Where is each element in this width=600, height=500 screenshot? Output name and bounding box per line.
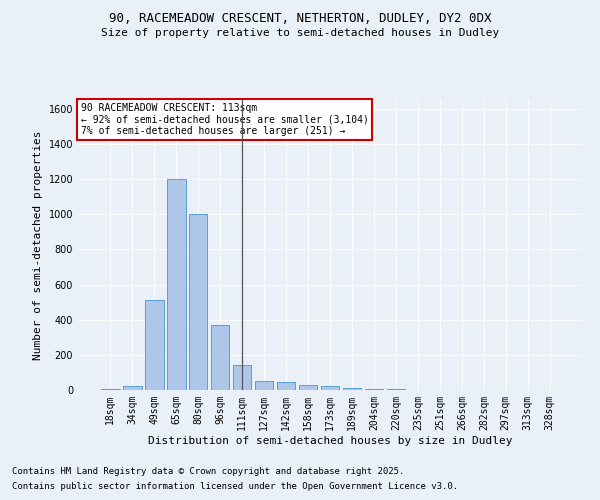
Bar: [365, 389, 383, 390]
Bar: [299, 384, 317, 390]
Bar: [255, 381, 274, 390]
Text: Size of property relative to semi-detached houses in Dudley: Size of property relative to semi-detach…: [101, 28, 499, 38]
Text: Contains HM Land Registry data © Crown copyright and database right 2025.: Contains HM Land Registry data © Crown c…: [12, 467, 404, 476]
Bar: [167, 179, 185, 390]
X-axis label: Distribution of semi-detached houses by size in Dudley: Distribution of semi-detached houses by …: [148, 436, 512, 446]
Bar: [211, 325, 229, 390]
Text: 90, RACEMEADOW CRESCENT, NETHERTON, DUDLEY, DY2 0DX: 90, RACEMEADOW CRESCENT, NETHERTON, DUDL…: [109, 12, 491, 26]
Y-axis label: Number of semi-detached properties: Number of semi-detached properties: [33, 130, 43, 360]
Text: Contains public sector information licensed under the Open Government Licence v3: Contains public sector information licen…: [12, 482, 458, 491]
Bar: [101, 389, 119, 390]
Bar: [189, 214, 208, 390]
Bar: [277, 382, 295, 390]
Bar: [145, 300, 164, 390]
Bar: [233, 364, 251, 390]
Bar: [320, 386, 340, 390]
Bar: [343, 388, 361, 390]
Bar: [123, 386, 142, 390]
Text: 90 RACEMEADOW CRESCENT: 113sqm
← 92% of semi-detached houses are smaller (3,104): 90 RACEMEADOW CRESCENT: 113sqm ← 92% of …: [80, 103, 368, 136]
